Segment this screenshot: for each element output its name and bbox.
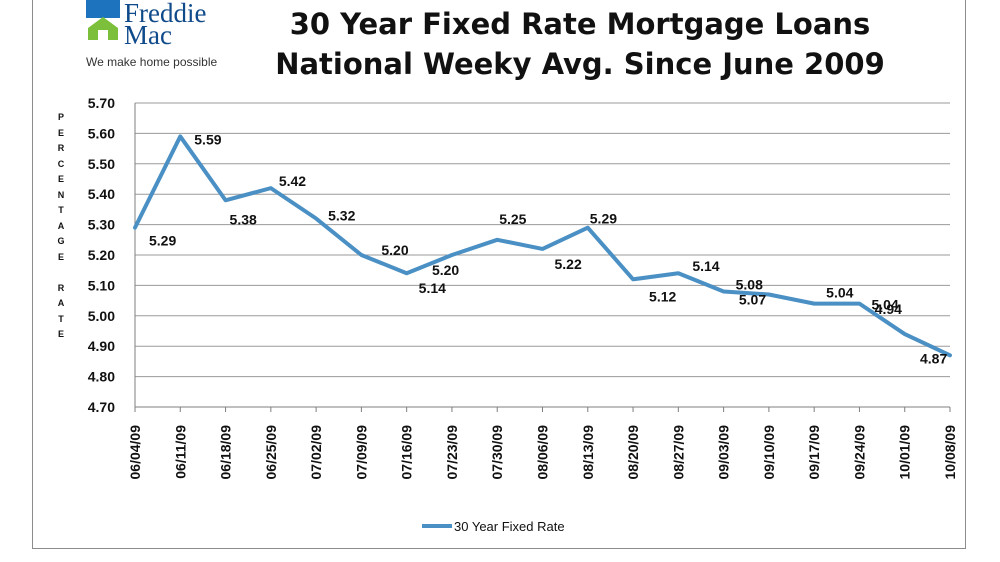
y-tick-label: 5.00 <box>88 308 115 324</box>
logo-name-line1: Freddie <box>124 0 207 28</box>
x-tick-label: 06/04/09 <box>127 425 143 480</box>
data-label: 5.14 <box>419 280 446 296</box>
y-tick-label: 5.20 <box>88 247 115 263</box>
x-tick-label: 06/11/09 <box>172 425 188 479</box>
chart-title: 30 Year Fixed Rate Mortgage Loans Nation… <box>250 4 910 84</box>
y-tick-label: 5.50 <box>88 156 115 172</box>
logo-tagline: We make home possible <box>86 55 218 69</box>
chart-title-line1: 30 Year Fixed Rate Mortgage Loans <box>289 7 871 41</box>
y-tick-label: 4.90 <box>88 338 115 354</box>
data-label: 5.25 <box>499 211 526 227</box>
chart-title-line2: National Weeky Avg. Since June 2009 <box>275 47 885 81</box>
x-tick-label: 08/20/09 <box>625 425 641 480</box>
data-label: 5.08 <box>736 276 763 292</box>
x-tick-label: 08/27/09 <box>670 425 686 480</box>
data-label: 5.07 <box>739 292 766 308</box>
data-label: 5.59 <box>194 131 221 147</box>
house-icon <box>86 0 120 40</box>
data-label: 5.04 <box>871 297 898 313</box>
x-tick-label: 07/16/09 <box>399 425 415 480</box>
data-label: 5.22 <box>555 256 582 272</box>
x-tick-label: 08/13/09 <box>580 425 596 480</box>
chart-frame <box>32 0 966 549</box>
x-tick-label: 09/24/09 <box>851 425 867 480</box>
data-label: 5.29 <box>149 233 176 249</box>
series-line-30-year-fixed-rate <box>133 134 952 358</box>
x-tick-label: 06/18/09 <box>218 425 234 480</box>
x-tick-label: 08/06/09 <box>535 425 551 480</box>
y-tick-label: 4.70 <box>88 399 115 415</box>
x-tick-label: 09/10/09 <box>761 425 777 480</box>
freddie-mac-logo: Freddie Mac We make home possible <box>86 0 246 72</box>
data-label: 5.32 <box>328 208 355 224</box>
legend-label: 30 Year Fixed Rate <box>454 519 565 534</box>
y-tick-label: 5.10 <box>88 277 115 293</box>
y-tick-label: 5.40 <box>88 186 115 202</box>
data-label: 5.12 <box>649 288 676 304</box>
data-label: 4.94 <box>875 301 902 317</box>
data-label: 5.20 <box>432 262 459 278</box>
x-tick-label: 06/25/09 <box>263 425 279 480</box>
data-label: 5.20 <box>381 242 408 258</box>
data-label: 5.42 <box>279 173 306 189</box>
x-tick-label: 07/02/09 <box>308 425 324 480</box>
x-tick-label: 07/23/09 <box>444 425 460 480</box>
data-label: 5.38 <box>230 211 257 227</box>
data-label: 5.14 <box>692 258 719 274</box>
x-tick-label: 09/03/09 <box>716 425 732 480</box>
y-tick-label: 5.30 <box>88 217 115 233</box>
x-tick-label: 10/01/09 <box>897 425 913 480</box>
x-tick-label: 09/17/09 <box>806 425 822 480</box>
data-label: 5.29 <box>590 211 617 227</box>
x-tick-label: 10/08/09 <box>942 425 958 480</box>
y-tick-label: 4.80 <box>88 369 115 385</box>
logo-name-line2: Mac <box>124 20 172 50</box>
data-label: 5.04 <box>826 285 853 301</box>
x-tick-label: 07/30/09 <box>489 425 505 480</box>
y-axis-label: P E R C E N T A G E R A T E <box>57 112 65 339</box>
data-label: 4.87 <box>920 350 947 366</box>
x-tick-label: 07/09/09 <box>353 425 369 480</box>
y-tick-label: 5.60 <box>88 125 115 141</box>
y-tick-label: 5.70 <box>88 95 115 111</box>
